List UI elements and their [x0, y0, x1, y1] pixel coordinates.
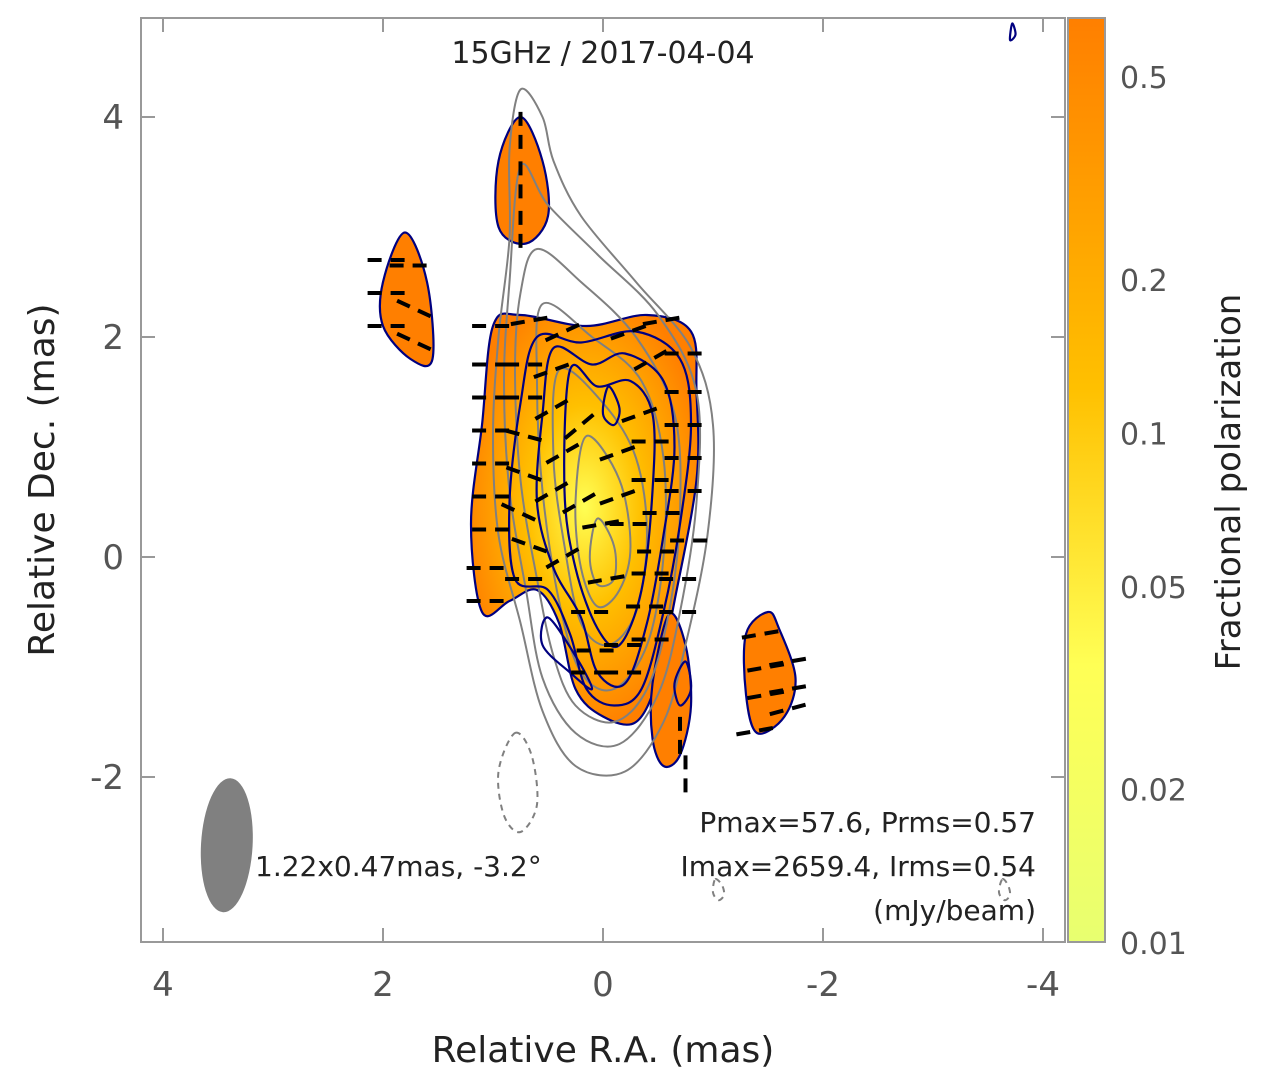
beam-ellipse	[200, 778, 253, 913]
colorbar	[1067, 17, 1106, 943]
evpa-vector-8	[396, 331, 436, 354]
axis-tick-labels: 4 2 0 -2 -4 -2 0 2 4	[90, 98, 1060, 1005]
polarized-region-0	[469, 312, 700, 726]
total-intensity-contour-2	[513, 247, 682, 724]
polarized-intensity-contour-2	[563, 363, 656, 649]
evpa-vector-65	[741, 628, 784, 640]
evpa-vector-17	[533, 361, 574, 379]
polarized-emission-fill	[378, 115, 797, 768]
evpa-vector-23	[563, 410, 599, 440]
negative-contour-2	[997, 878, 1012, 902]
evpa-vector-71	[736, 725, 778, 737]
x-tick-label: 2	[372, 965, 394, 1005]
polarized-intensity-contours	[507, 22, 1017, 707]
x-tick-label: -2	[806, 965, 840, 1005]
polarized-intensity-contour-6	[1008, 22, 1017, 42]
chart-title: 15GHz / 2017-04-04	[451, 36, 754, 71]
negative-contour-0	[497, 731, 539, 834]
evpa-vector-34	[534, 478, 573, 504]
x-axis-label: Relative R.A. (mas)	[432, 1030, 775, 1071]
evpa-vector-67	[747, 661, 789, 673]
colorbar-tick-labels: 0.01 0.02 0.05 0.1 0.2 0.5	[1120, 61, 1187, 962]
axis-ticks	[141, 18, 1065, 942]
evpa-vector-41	[582, 518, 624, 530]
evpa-vector-18	[633, 346, 672, 372]
colorbar-tick-label: 0.5	[1120, 61, 1168, 96]
evpa-vector-6	[396, 298, 436, 321]
evpa-vector-11	[544, 320, 585, 343]
stats-units: (mJy/beam)	[873, 894, 1036, 927]
colorbar-tick-label: 0.01	[1120, 927, 1187, 962]
colorbar-tick-label: 0.02	[1120, 774, 1187, 809]
total-intensity-contour-1	[502, 162, 702, 748]
polarized-intensity-contour-5	[673, 660, 693, 707]
evpa-vector-22	[534, 396, 573, 421]
evpa-vector-70	[769, 701, 811, 717]
evpa-vector-27	[505, 428, 547, 444]
x-tick-label: 0	[592, 965, 614, 1005]
polarized-region-4	[742, 610, 797, 735]
evpa-vector-28	[545, 440, 584, 465]
evpa-vectors	[367, 107, 811, 793]
evpa-vector-10	[510, 314, 553, 327]
evpa-vector-36	[599, 487, 640, 506]
colorbar-tick-label: 0.2	[1120, 264, 1168, 299]
evpa-vector-51	[587, 573, 630, 585]
y-tick-label: 2	[102, 318, 124, 358]
y-axis-label: Relative Dec. (mas)	[22, 303, 63, 656]
y-tick-label: -2	[90, 758, 124, 798]
plot-area	[200, 22, 1017, 913]
total-intensity-contour-5	[574, 434, 632, 609]
beam-label: 1.22x0.47mas, -3.2°	[255, 850, 542, 883]
negative-contour-1	[711, 878, 726, 902]
polarized-intensity-contour-3	[601, 385, 621, 427]
polarized-intensity-contour-0	[507, 330, 693, 707]
negative-contours	[497, 731, 1012, 902]
evpa-vector-45	[511, 537, 552, 555]
evpa-vector-35	[561, 489, 601, 515]
colorbar-tick-label: 0.1	[1120, 417, 1168, 452]
y-tick-label: 0	[102, 538, 124, 578]
evpa-vector-24	[621, 405, 662, 423]
stats-line-2: Imax=2659.4, Irms=0.54	[681, 850, 1036, 883]
y-tick-label: 4	[102, 98, 124, 138]
evpa-vector-13	[642, 314, 685, 327]
polarized-intensity-contour-4	[539, 616, 594, 691]
evpa-vector-46	[545, 544, 584, 570]
evpa-vector-29	[599, 443, 640, 462]
evpa-vector-33	[505, 465, 547, 484]
evpa-vector-12	[610, 322, 651, 341]
x-tick-label: -4	[1026, 965, 1060, 1005]
x-tick-label: 4	[152, 965, 174, 1005]
beam-ellipse-group	[200, 778, 253, 913]
colorbar-tick-label: 0.05	[1120, 571, 1187, 606]
evpa-vector-69	[747, 688, 789, 701]
stats-line-1: Pmax=57.6, Prms=0.57	[699, 806, 1036, 839]
total-intensity-contour-0	[491, 87, 715, 777]
colorbar-label: Fractional polarization	[1209, 294, 1249, 671]
total-intensity-contour-6	[588, 517, 618, 588]
evpa-vector-40	[500, 502, 541, 524]
